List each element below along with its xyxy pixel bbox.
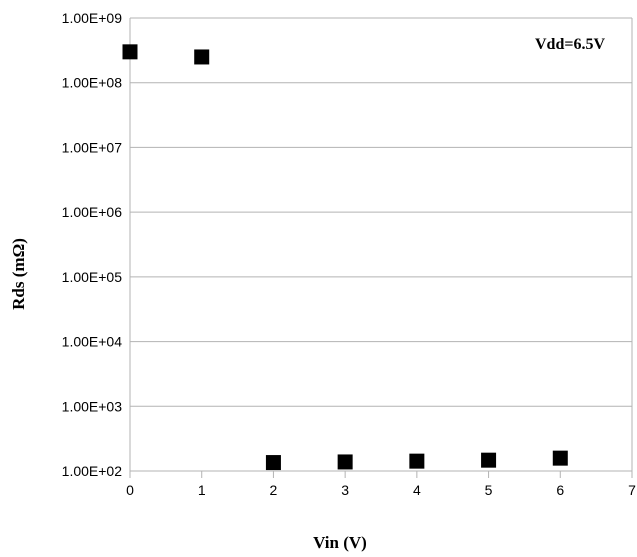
y-axis-title: Rds (mΩ) xyxy=(9,238,28,310)
axes xyxy=(129,18,633,478)
x-tick-label: 6 xyxy=(556,482,564,498)
x-tick-label: 2 xyxy=(270,482,278,498)
y-tick-label: 1.00E+05 xyxy=(62,269,123,285)
x-tick-label: 5 xyxy=(485,482,493,498)
y-tick-label: 1.00E+07 xyxy=(62,139,123,155)
x-tick-label: 1 xyxy=(198,482,206,498)
data-point xyxy=(552,450,568,466)
data-point xyxy=(481,452,497,468)
grid-lines xyxy=(130,17,632,472)
y-tick-label: 1.00E+03 xyxy=(62,398,123,414)
y-tick-label: 1.00E+04 xyxy=(62,334,123,350)
x-axis-title: Vin (V) xyxy=(313,533,367,552)
x-tick-label: 4 xyxy=(413,482,421,498)
y-tick-label: 1.00E+06 xyxy=(62,204,123,220)
data-points xyxy=(122,44,568,471)
x-tick-labels: 0 1 2 3 4 5 6 7 xyxy=(126,482,636,498)
x-tick-label: 7 xyxy=(628,482,636,498)
data-point xyxy=(194,49,210,65)
x-tick-label: 3 xyxy=(341,482,349,498)
vdd-annotation: Vdd=6.5V xyxy=(535,36,605,53)
y-tick-label: 1.00E+08 xyxy=(62,75,123,91)
data-point xyxy=(337,454,353,470)
x-tick-label: 0 xyxy=(126,482,134,498)
data-point xyxy=(265,455,281,471)
y-tick-label: 1.00E+02 xyxy=(62,463,123,479)
data-point xyxy=(409,453,425,469)
y-tick-label: 1.00E+09 xyxy=(62,10,123,26)
y-tick-labels: 1.00E+02 1.00E+03 1.00E+04 1.00E+05 1.00E+06… xyxy=(62,10,123,479)
data-point xyxy=(122,44,138,60)
